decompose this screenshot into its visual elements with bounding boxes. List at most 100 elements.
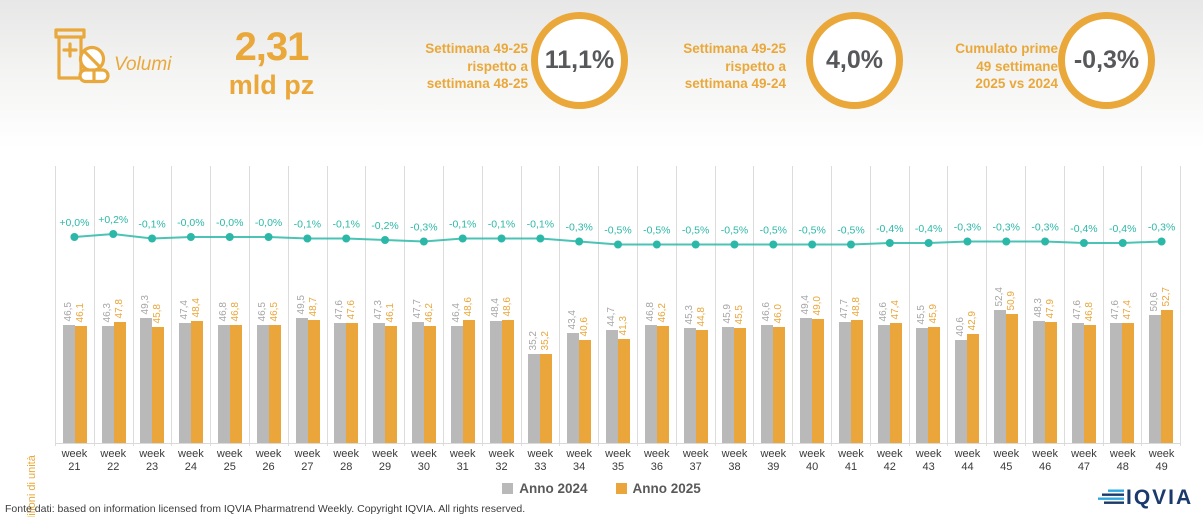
week-group-25: 46,8 46,8 <box>210 166 249 446</box>
pill-bottle-icon <box>54 28 110 84</box>
bar-value-label: 47,7 <box>412 298 424 318</box>
week-group-22: 46,3 47,8 <box>93 166 133 446</box>
week-label-number: 45 <box>1000 460 1013 473</box>
bar-anno-2025-week-35 <box>618 339 631 443</box>
bar-value-label: 46,5 <box>62 301 74 321</box>
week-label-word: week <box>876 448 903 460</box>
week-group-27: 49,5 48,7 <box>287 166 327 446</box>
iqvia-logo: IQVIA <box>1098 486 1193 510</box>
bar-anno-2024-week-47 <box>1071 323 1084 443</box>
week-label-49: week 49 <box>1142 448 1181 473</box>
week-label-word: week <box>411 448 437 460</box>
bar-anno-2024-week-27 <box>295 318 308 443</box>
legend-label-2025: Anno 2025 <box>632 481 701 496</box>
week-label-23: week 23 <box>133 448 172 473</box>
kpi-week-vs-prev-week-label: Settimana 49-25 rispetto a settimana 48-… <box>393 40 528 93</box>
bar-anno-2024-week-41 <box>838 322 851 443</box>
week-group-45: 52,4 50,9 <box>986 166 1025 446</box>
week-label-36: week 36 <box>637 448 676 473</box>
bar-anno-2024-week-30 <box>412 322 425 443</box>
week-label-word: week <box>100 448 127 460</box>
kpi-label-line: settimana 49-24 <box>684 76 786 91</box>
week-label-32: week 32 <box>482 448 521 473</box>
week-label-number: 21 <box>68 460 81 473</box>
bar-value-label: 45,5 <box>916 304 928 324</box>
bar-anno-2024-week-42 <box>877 325 890 443</box>
week-group-43: 45,5 45,9 <box>908 166 948 446</box>
bar-anno-2025-week-44 <box>967 334 980 443</box>
bar-anno-2024-week-21 <box>62 325 75 443</box>
bar-value-label: 44,7 <box>606 306 618 326</box>
bar-value-label: 35,2 <box>528 330 540 350</box>
week-label-word: week <box>838 448 864 460</box>
week-label-word: week <box>760 448 787 460</box>
week-label-29: week 29 <box>366 448 405 473</box>
bar-value-label: 40,6 <box>579 316 591 336</box>
y-axis-label: Milioni di unità <box>26 455 38 517</box>
bar-anno-2024-week-28 <box>334 323 347 443</box>
week-group-40: 49,4 49,0 <box>792 166 831 446</box>
week-label-number: 34 <box>573 460 586 473</box>
bar-anno-2024-week-46 <box>1032 321 1045 443</box>
week-label-number: 26 <box>262 460 275 473</box>
week-label-word: week <box>1148 448 1175 460</box>
bar-anno-2024-week-48 <box>1110 323 1123 443</box>
week-group-41: 47,7 48,8 <box>830 166 870 446</box>
week-label-43: week 43 <box>909 448 948 473</box>
week-label-number: 29 <box>378 460 392 473</box>
week-label-number: 32 <box>495 460 508 473</box>
week-label-word: week <box>61 448 88 460</box>
bar-value-label: 50,6 <box>1149 291 1161 311</box>
bar-anno-2024-week-25 <box>218 325 231 443</box>
bar-anno-2025-week-39 <box>773 327 786 443</box>
week-label-24: week 24 <box>171 448 210 473</box>
week-label-39: week 39 <box>754 448 793 473</box>
bar-value-label: 47,6 <box>1071 299 1083 319</box>
bar-anno-2025-week-28 <box>346 323 359 443</box>
bar-value-label: 46,8 <box>644 301 656 321</box>
bar-anno-2024-week-33 <box>528 354 541 443</box>
kpi-week-vs-prev-week-value: 11,1% <box>531 12 628 109</box>
week-label-word: week <box>449 448 476 460</box>
bar-value-label: 47,6 <box>1110 299 1122 319</box>
bar-anno-2025-week-31 <box>462 320 475 443</box>
week-label-number: 36 <box>650 460 663 473</box>
bar-value-label: 49,4 <box>800 294 812 314</box>
week-label-word: week <box>216 448 243 460</box>
legend-swatch-2025 <box>615 483 627 494</box>
week-label-number: 25 <box>223 460 236 473</box>
bar-value-label: 47,9 <box>1044 298 1056 318</box>
bar-value-label: 43,4 <box>567 309 579 329</box>
week-group-26: 46,5 46,5 <box>248 166 288 446</box>
week-label-word: week <box>954 448 981 460</box>
bar-value-label: 52,4 <box>994 286 1006 306</box>
chart-legend: Anno 2024 Anno 2025 <box>0 481 1203 496</box>
bar-value-label: 49,3 <box>140 294 152 314</box>
bar-value-label: 48,4 <box>191 297 203 317</box>
bar-anno-2025-week-24 <box>191 321 204 443</box>
bar-anno-2025-week-23 <box>152 327 165 443</box>
week-label-number: 22 <box>107 460 120 473</box>
bar-value-label: 46,3 <box>101 302 113 322</box>
bar-anno-2025-week-21 <box>74 326 87 443</box>
kpi-label-line: Settimana 49-25 <box>683 41 786 56</box>
bar-value-label: 46,8 <box>218 301 230 321</box>
week-label-number: 38 <box>728 460 741 473</box>
bar-anno-2024-week-23 <box>140 318 153 443</box>
kpi-value-text: 4,0% <box>826 46 883 74</box>
week-label-word: week <box>178 448 204 460</box>
week-label-number: 39 <box>767 460 780 473</box>
bar-value-label: 40,6 <box>955 316 967 336</box>
bar-value-label: 41,3 <box>618 315 630 335</box>
bar-anno-2024-week-39 <box>761 325 774 443</box>
bar-value-label: 47,7 <box>838 298 850 318</box>
bar-value-label: 46,5 <box>268 301 280 321</box>
week-label-30: week 30 <box>404 448 443 473</box>
bar-anno-2025-week-25 <box>230 325 243 443</box>
week-label-48: week 48 <box>1103 448 1142 473</box>
week-label-word: week <box>488 448 515 460</box>
week-label-word: week <box>1032 448 1058 460</box>
bar-anno-2025-week-41 <box>850 320 863 443</box>
bar-value-label: 49,0 <box>812 295 824 315</box>
